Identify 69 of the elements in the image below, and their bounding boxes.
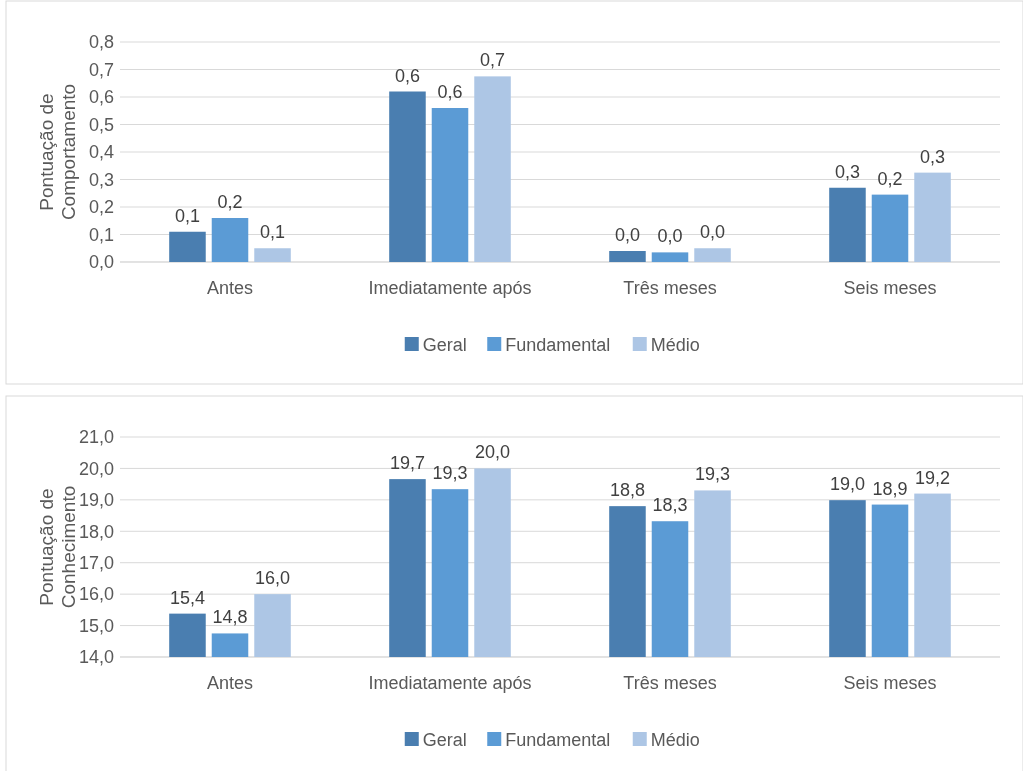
y-tick-label: 17,0: [78, 553, 114, 574]
data-label: 19,3: [695, 464, 731, 485]
data-label: 19,0: [829, 474, 865, 495]
data-label: 0,2: [877, 168, 903, 189]
legend-label: Médio: [650, 335, 700, 356]
data-label: 16,0: [255, 568, 291, 589]
x-tick-label: Seis meses: [843, 673, 937, 693]
y-tick-label: 0,2: [88, 197, 114, 218]
data-label: 0,1: [260, 222, 286, 243]
bar: [254, 248, 291, 262]
bar: [829, 187, 866, 262]
legend-label: Médio: [650, 730, 700, 751]
y-tick-label: 0,3: [88, 169, 114, 190]
bar: [609, 251, 646, 262]
y-tick-label: 21,0: [78, 427, 114, 448]
data-label: 19,3: [432, 463, 468, 484]
legend-label: Fundamental: [505, 335, 611, 356]
bar: [651, 252, 689, 262]
x-tick-label: Imediatamente após: [368, 673, 532, 693]
x-tick-label: Três meses: [623, 673, 717, 693]
y-tick-label: 0,4: [88, 142, 114, 163]
data-label: 0,6: [394, 65, 420, 86]
data-label: 0,6: [437, 82, 463, 102]
bar: [474, 76, 511, 262]
y-tick-label: 0,7: [88, 59, 114, 80]
data-label: 20,0: [475, 442, 511, 463]
y-tick-label: 15,0: [78, 615, 114, 636]
x-tick-label: Antes: [206, 278, 254, 298]
data-label: 0,3: [834, 161, 860, 182]
data-label: 0,0: [614, 225, 640, 245]
data-label: 0,2: [217, 192, 243, 212]
y-tick-label: 19,0: [78, 490, 114, 511]
y-tick-label: 18,0: [78, 521, 114, 542]
legend-label: Fundamental: [505, 730, 611, 751]
legend-label: Geral: [422, 730, 467, 751]
y-tick-label: 20,0: [78, 458, 114, 479]
y-tick-label: 0,1: [88, 224, 114, 245]
x-tick-label: Seis meses: [843, 278, 937, 298]
bar: [431, 108, 469, 262]
legend-label: Geral: [422, 335, 467, 356]
y-tick-label: 0,0: [88, 252, 114, 273]
bar: [211, 218, 249, 262]
y-tick-label: 0,8: [88, 32, 114, 53]
data-label: 0,0: [657, 226, 683, 247]
x-tick-label: Imediatamente após: [368, 278, 532, 298]
data-label: 18,9: [872, 478, 908, 499]
data-label: 0,0: [700, 222, 726, 243]
bar: [389, 91, 426, 262]
data-label: 0,1: [174, 205, 200, 226]
y-tick-label: 16,0: [78, 584, 114, 605]
y-axis-title: Pontuação de Comportamento: [36, 83, 80, 221]
bar: [914, 172, 951, 262]
y-tick-label: 0,5: [88, 114, 114, 135]
data-label: 18,8: [609, 480, 645, 501]
x-tick-label: Três meses: [623, 278, 717, 298]
data-label: 0,7: [480, 50, 506, 71]
x-tick-label: Antes: [206, 673, 254, 693]
data-label: 18,3: [652, 495, 688, 516]
bar: [694, 248, 731, 262]
y-tick-label: 0,6: [88, 87, 114, 108]
data-label: 19,7: [389, 453, 425, 474]
y-axis-title: Pontuação de Conhecimento: [36, 485, 80, 609]
bar: [871, 194, 909, 262]
data-label: 14,8: [212, 607, 248, 628]
data-label: 0,3: [920, 146, 946, 167]
data-label: 15,4: [169, 587, 205, 608]
y-tick-label: 14,0: [78, 647, 114, 668]
data-label: 19,2: [915, 467, 951, 488]
bar: [169, 231, 206, 262]
